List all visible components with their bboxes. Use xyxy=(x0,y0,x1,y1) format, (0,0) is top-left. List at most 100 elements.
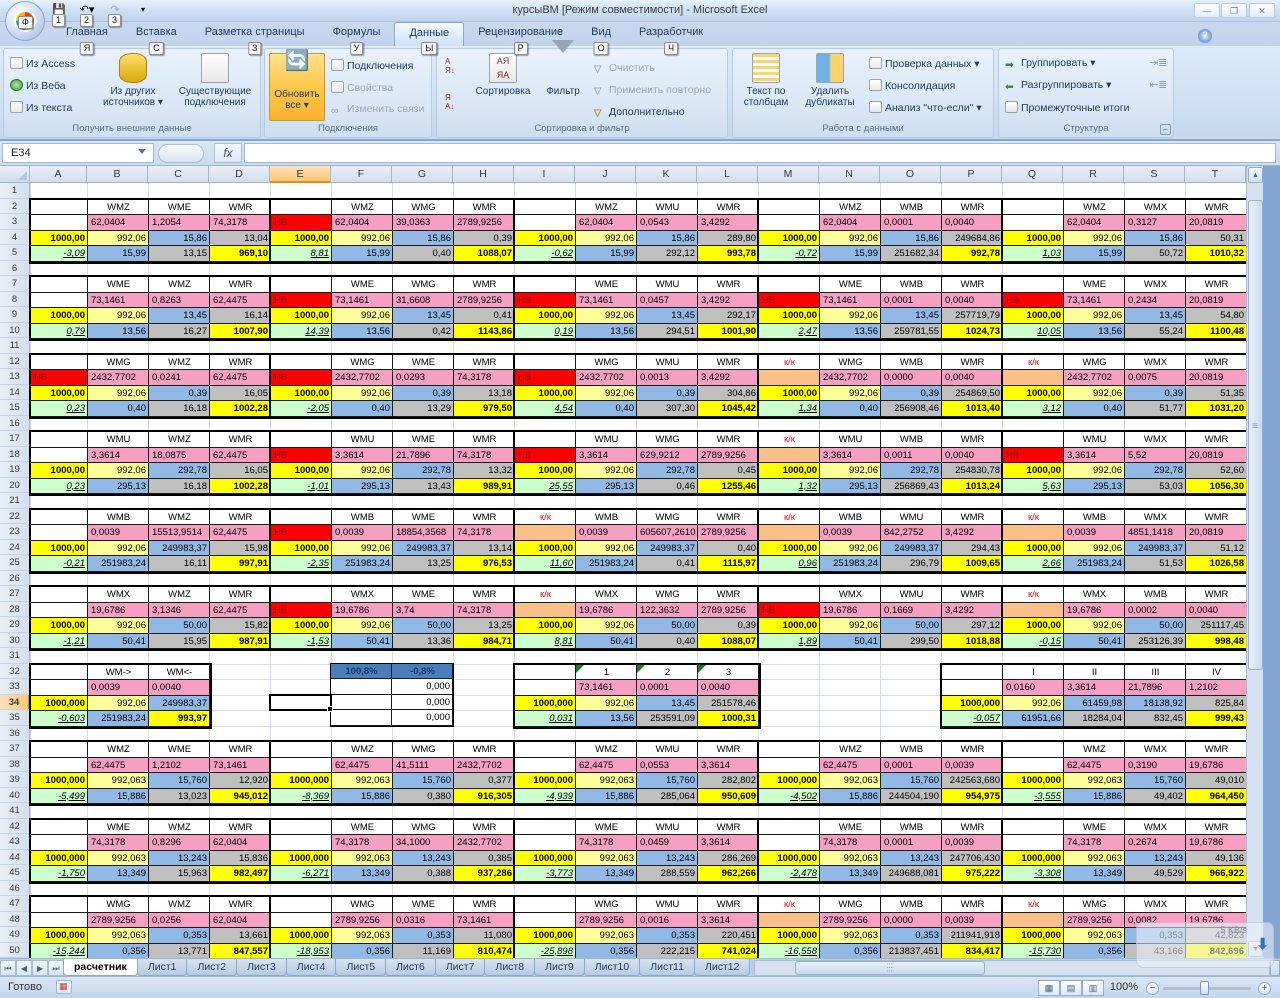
cell[interactable]: -2,478 xyxy=(759,866,820,882)
cell[interactable]: WMG xyxy=(88,897,149,913)
cell[interactable]: -18,953 xyxy=(271,943,332,958)
cell[interactable]: 0,356 xyxy=(88,943,149,958)
cell[interactable]: 1000,00 xyxy=(271,230,332,246)
cell[interactable]: WME xyxy=(1064,819,1125,835)
cell[interactable]: 992,063 xyxy=(576,773,637,789)
cell[interactable]: WMU xyxy=(637,897,698,913)
cell[interactable]: 51,12 xyxy=(1186,540,1246,556)
cell[interactable] xyxy=(515,432,576,448)
column-header-S[interactable]: S xyxy=(1124,166,1185,183)
cell[interactable]: 304,86 xyxy=(698,385,759,401)
cell[interactable]: 1000,00 xyxy=(271,618,332,634)
cell[interactable]: WMB xyxy=(881,199,942,215)
cell[interactable]: 50,72 xyxy=(1125,246,1186,262)
cell[interactable]: 992,06 xyxy=(576,308,637,324)
cell[interactable]: 50,41 xyxy=(332,633,393,649)
cell[interactable]: WMR xyxy=(454,819,515,835)
row-header-26[interactable]: 26 xyxy=(0,570,30,586)
ribbon-tab-Формулы[interactable]: Формулы У xyxy=(332,26,381,55)
cell[interactable]: 962,266 xyxy=(698,866,759,882)
column-header-J[interactable]: J xyxy=(575,166,636,183)
cell[interactable]: 1255,46 xyxy=(698,478,759,494)
ribbon-tab-Вставка[interactable]: Вставка С xyxy=(135,26,177,55)
column-header-K[interactable]: K xyxy=(636,166,697,183)
cell[interactable]: 15,760 xyxy=(881,773,942,789)
cell[interactable]: 975,222 xyxy=(942,866,1003,882)
cell[interactable]: 289,80 xyxy=(698,230,759,246)
cell[interactable]: 13,023 xyxy=(149,788,210,804)
sort-az-button[interactable]: А Я↓ xyxy=(445,57,455,75)
cell[interactable]: -5,499 xyxy=(31,788,88,804)
cell[interactable]: WMR xyxy=(210,509,271,525)
cell[interactable] xyxy=(942,680,1003,696)
cell[interactable]: WMU xyxy=(881,587,942,603)
cell[interactable]: к/к xyxy=(759,432,820,448)
cell[interactable]: 294,43 xyxy=(942,540,1003,556)
cell[interactable]: 1000,00 xyxy=(31,308,88,324)
cell[interactable]: WMR xyxy=(942,277,1003,293)
cell[interactable]: WMZ xyxy=(88,742,149,758)
from-other-sources-button[interactable]: Из других источников ▾ xyxy=(96,53,170,108)
cell[interactable]: НВ xyxy=(1003,447,1064,463)
what-if-analysis-button[interactable]: Анализ "что-если" ▾ xyxy=(869,101,982,114)
sheet-tab-Лист6[interactable]: Лист6 xyxy=(385,959,436,976)
cell[interactable]: WMR xyxy=(942,897,1003,913)
cell[interactable]: WMG xyxy=(393,819,454,835)
cell[interactable]: 19,6786 xyxy=(820,602,881,618)
cell[interactable]: 13,45 xyxy=(637,308,698,324)
consolidate-button[interactable]: Консолидация xyxy=(869,79,955,92)
cell[interactable]: 0,39 xyxy=(698,618,759,634)
cell[interactable]: 292,78 xyxy=(637,463,698,479)
cell[interactable]: 100,8% xyxy=(331,663,392,679)
normal-view-button[interactable]: ▦ xyxy=(1038,980,1060,996)
office-button[interactable]: Ф xyxy=(5,1,45,41)
cell[interactable]: 3,3614 xyxy=(820,447,881,463)
cell[interactable]: 992,06 xyxy=(820,463,881,479)
cell[interactable]: 0,2434 xyxy=(1125,292,1186,308)
cell[interactable]: 13,56 xyxy=(332,323,393,339)
cell[interactable]: 251983,24 xyxy=(1064,556,1125,572)
cell[interactable]: 964,450 xyxy=(1186,788,1246,804)
cell[interactable]: НВ xyxy=(515,370,576,386)
cell[interactable]: 19,6786 xyxy=(1186,757,1246,773)
cell[interactable]: 244504,190 xyxy=(881,788,942,804)
cell[interactable]: 2432,7702 xyxy=(820,370,881,386)
cell[interactable]: WMG xyxy=(88,354,149,370)
cell[interactable]: 16,18 xyxy=(149,478,210,494)
cell[interactable]: 0,0001 xyxy=(637,680,698,696)
cell[interactable] xyxy=(942,664,1003,680)
from-text-button[interactable]: Из текста xyxy=(10,101,72,114)
cell[interactable]: 1,34 xyxy=(759,401,820,417)
cell[interactable]: к/к xyxy=(515,509,576,525)
cell[interactable]: 992,06 xyxy=(332,463,393,479)
cell[interactable]: НВ xyxy=(31,370,88,386)
cell[interactable]: -0,21 xyxy=(31,556,88,572)
cell[interactable]: WMR xyxy=(210,199,271,215)
cell[interactable]: 2432,7702 xyxy=(454,835,515,851)
cell[interactable]: WMR xyxy=(210,277,271,293)
cell[interactable]: 1000,00 xyxy=(759,230,820,246)
cell[interactable]: к/к xyxy=(1003,509,1064,525)
cell[interactable]: 1 xyxy=(576,664,637,680)
column-header-H[interactable]: H xyxy=(453,166,514,183)
cell[interactable]: 1009,65 xyxy=(942,556,1003,572)
cell[interactable]: WMB xyxy=(881,277,942,293)
cell[interactable]: 295,13 xyxy=(88,478,149,494)
cell[interactable]: 3,3614 xyxy=(1064,447,1125,463)
cell[interactable]: 0,0039 xyxy=(942,757,1003,773)
cell[interactable]: 211941,918 xyxy=(942,928,1003,944)
cell[interactable]: 0,385 xyxy=(454,850,515,866)
cell[interactable] xyxy=(31,354,88,370)
cell[interactable]: 3,4292 xyxy=(698,292,759,308)
cell[interactable] xyxy=(759,819,820,835)
cell[interactable]: 992,06 xyxy=(576,463,637,479)
cell[interactable]: 992,063 xyxy=(88,928,149,944)
text-to-columns-button[interactable]: Текст по столбцам xyxy=(735,53,797,108)
cell[interactable]: 54,80 xyxy=(1186,308,1246,324)
cell[interactable]: 0,39 xyxy=(393,385,454,401)
cell[interactable]: 954,975 xyxy=(942,788,1003,804)
cell[interactable]: WMG xyxy=(1064,897,1125,913)
cell[interactable] xyxy=(1003,215,1064,231)
cell[interactable]: 25,55 xyxy=(515,478,576,494)
minimize-button[interactable]: — xyxy=(1194,3,1220,18)
